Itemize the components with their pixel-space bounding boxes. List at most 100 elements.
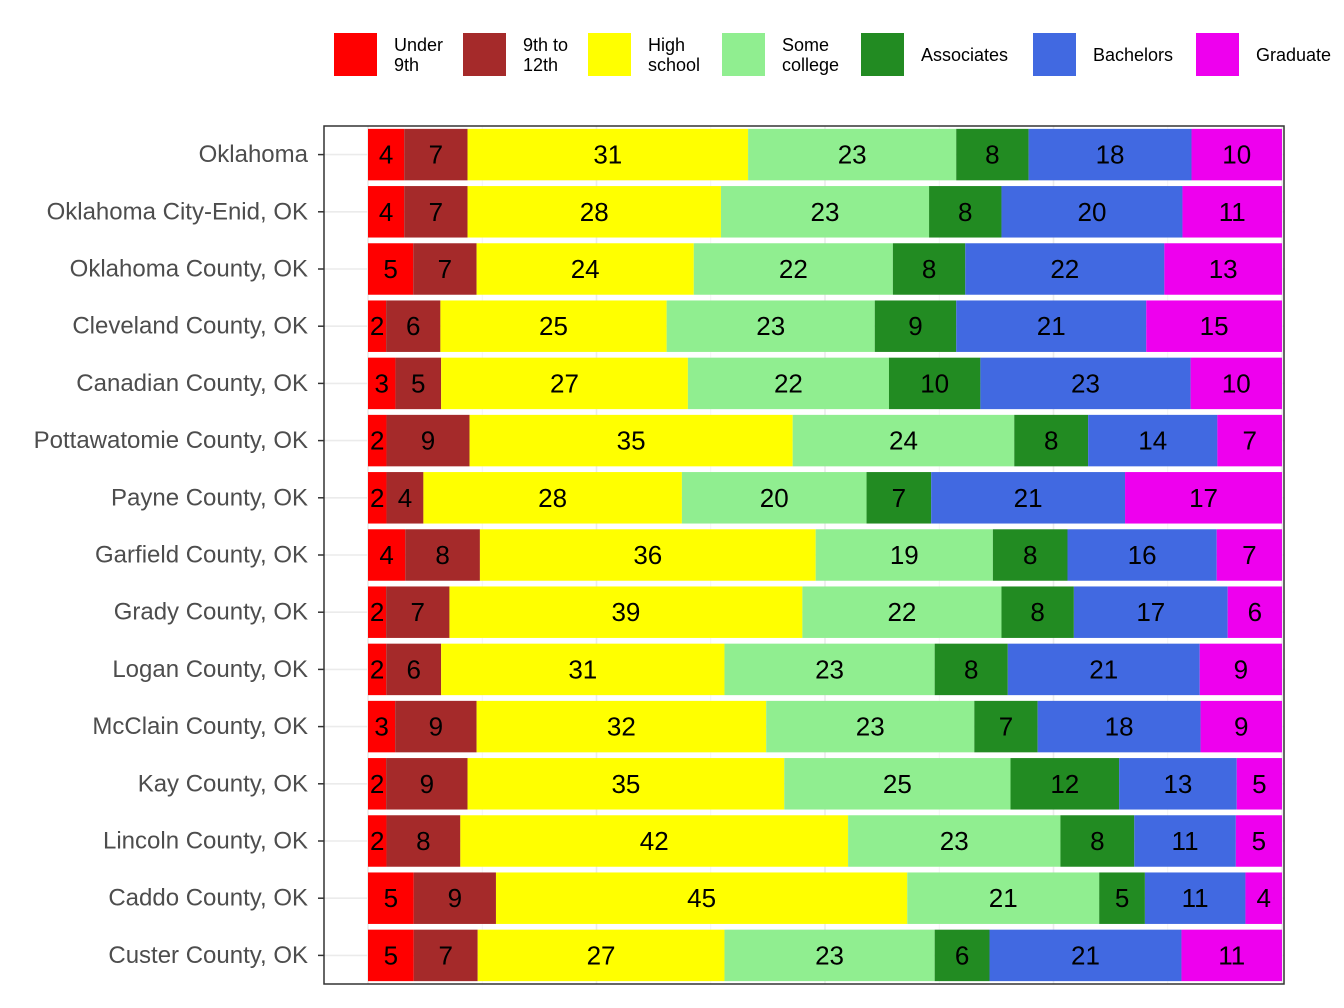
bar-segment xyxy=(1119,758,1237,810)
bar-value-label: 7 xyxy=(429,197,443,227)
bar-segment xyxy=(892,243,966,295)
bar-value-label: 8 xyxy=(964,654,978,684)
bar-segment xyxy=(368,586,387,638)
bar-value-label: 22 xyxy=(779,254,808,284)
bar-value-label: 8 xyxy=(922,254,936,284)
bar-row: 2 9 35 25 12 13 5 xyxy=(368,758,1282,810)
bar-segment xyxy=(368,128,405,181)
legend-key xyxy=(722,33,765,76)
bar-value-label: 15 xyxy=(1200,311,1229,341)
bar-value-label: 16 xyxy=(1128,540,1157,570)
bar-segment xyxy=(1245,872,1282,924)
bar-value-label: 8 xyxy=(985,140,999,170)
bar-value-label: 24 xyxy=(571,254,600,284)
bar-row: 2 6 25 23 9 21 15 xyxy=(368,300,1282,352)
bar-value-label: 23 xyxy=(940,826,969,856)
bar-row: 5 7 24 22 8 22 13 xyxy=(368,243,1282,295)
bar-segment xyxy=(989,929,1182,982)
bar-value-label: 8 xyxy=(1090,826,1104,856)
bar-segment xyxy=(1073,586,1228,638)
bar-row: 4 7 28 23 8 20 11 xyxy=(368,186,1282,238)
category-label: Oklahoma xyxy=(199,141,309,168)
bar-value-label: 27 xyxy=(550,368,579,398)
bar-row: 4 8 36 19 8 16 7 xyxy=(368,529,1282,581)
bar-value-label: 5 xyxy=(1115,883,1129,913)
bar-segment xyxy=(934,929,990,982)
bar-value-label: 21 xyxy=(989,883,1018,913)
bar-value-label: 6 xyxy=(406,654,420,684)
bar-value-label: 21 xyxy=(1071,940,1100,970)
category-label: Cleveland County, OK xyxy=(72,313,308,340)
bar-row: 2 7 39 22 8 17 6 xyxy=(368,586,1282,638)
category-label: Custer County, OK xyxy=(108,942,308,969)
bar-segment xyxy=(1199,643,1282,696)
bar-segment xyxy=(1181,929,1282,982)
bar-value-label: 7 xyxy=(1242,540,1256,570)
bar-segment xyxy=(1099,872,1145,924)
bar-segment xyxy=(766,700,975,753)
bar-segment xyxy=(386,586,450,638)
bar-value-label: 9 xyxy=(1234,654,1248,684)
bar-segment xyxy=(1182,186,1282,238)
bar-segment xyxy=(423,472,682,524)
bar-value-label: 7 xyxy=(438,254,452,284)
bar-segment xyxy=(980,357,1191,410)
bar-segment xyxy=(1191,128,1282,181)
bar-value-label: 9 xyxy=(1234,712,1248,742)
bar-value-label: 11 xyxy=(1218,940,1245,970)
bar-value-label: 3 xyxy=(374,712,388,742)
bar-value-label: 20 xyxy=(760,483,789,513)
bar-value-label: 11 xyxy=(1172,826,1199,856)
bar-value-label: 5 xyxy=(1252,826,1266,856)
bar-value-label: 23 xyxy=(815,654,844,684)
bar-value-label: 2 xyxy=(370,654,384,684)
bar-value-label: 2 xyxy=(370,426,384,456)
bar-value-label: 3 xyxy=(374,368,388,398)
bar-segment xyxy=(495,872,908,924)
bar-segment xyxy=(395,700,477,753)
bar-segment xyxy=(956,300,1147,352)
bar-segment xyxy=(720,186,930,238)
bar-row: 2 9 35 24 8 14 7 xyxy=(368,414,1282,467)
bar-value-label: 8 xyxy=(1023,540,1037,570)
bar-segment xyxy=(974,700,1038,753)
bar-value-label: 28 xyxy=(580,197,609,227)
bar-value-label: 31 xyxy=(593,140,622,170)
bar-value-label: 4 xyxy=(379,140,393,170)
bar-value-label: 5 xyxy=(384,883,398,913)
bar-segment xyxy=(1037,700,1201,753)
bar-value-label: 8 xyxy=(1044,426,1058,456)
bar-segment xyxy=(368,815,387,867)
bar-value-label: 8 xyxy=(435,540,449,570)
bar-segment xyxy=(1010,758,1120,810)
bar-segment xyxy=(956,128,1029,181)
category-label: Grady County, OK xyxy=(114,599,308,626)
bar-value-label: 8 xyxy=(958,197,972,227)
bar-segment xyxy=(368,186,405,238)
bar-row: 5 7 27 23 6 21 11 xyxy=(368,929,1282,982)
bar-segment xyxy=(1067,529,1217,581)
category-label: Caddo County, OK xyxy=(108,885,308,912)
bar-segment xyxy=(467,758,785,810)
bar-segment xyxy=(413,243,477,295)
bar-segment xyxy=(1007,643,1200,696)
legend-item: Under 9th xyxy=(334,33,443,76)
bar-segment xyxy=(1236,758,1282,810)
bar-value-label: 14 xyxy=(1138,426,1167,456)
legend-label: High school xyxy=(648,35,700,75)
bar-segment xyxy=(1190,357,1282,410)
bar-segment xyxy=(477,929,725,982)
bar-value-label: 9 xyxy=(421,426,435,456)
bar-segment xyxy=(992,529,1068,581)
bar-segment xyxy=(386,643,442,696)
bar-value-label: 35 xyxy=(611,769,640,799)
bar-value-label: 18 xyxy=(1105,712,1134,742)
bar-segment xyxy=(792,414,1015,467)
bar-value-label: 10 xyxy=(1222,140,1251,170)
bar-value-label: 42 xyxy=(640,826,669,856)
bar-segment xyxy=(467,186,721,238)
bar-segment xyxy=(929,186,1002,238)
bar-segment xyxy=(748,128,957,181)
category-label: Lincoln County, OK xyxy=(103,828,308,855)
bar-value-label: 10 xyxy=(920,368,949,398)
